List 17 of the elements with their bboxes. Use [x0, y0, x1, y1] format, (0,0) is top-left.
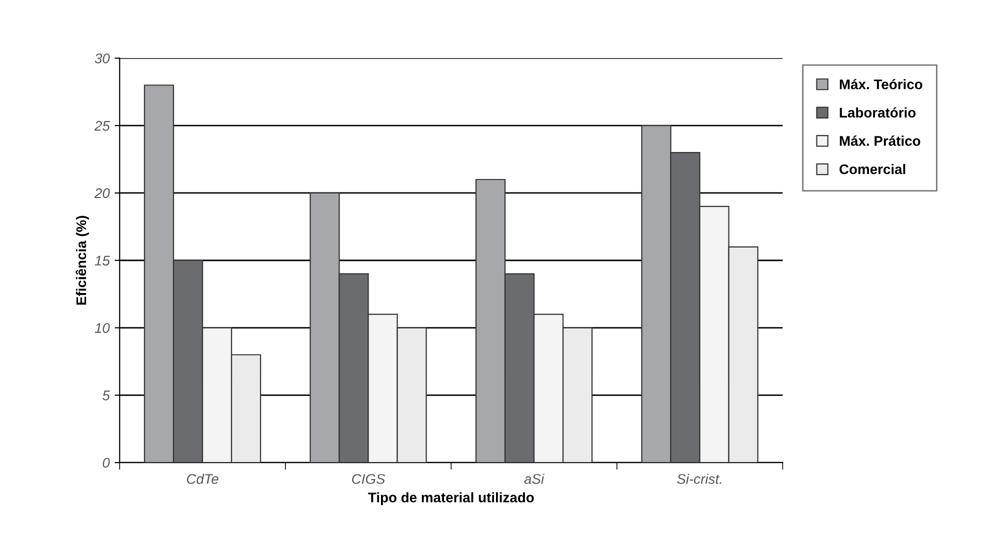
legend-label: Comercial — [840, 164, 906, 174]
y-axis-title: Eficiência (%) — [76, 216, 89, 305]
y-tick-label: 20 — [94, 188, 110, 198]
y-tick-label: 0 — [102, 458, 110, 468]
y-tick-label: 15 — [94, 256, 110, 266]
legend-label: Laboratório — [840, 107, 916, 118]
legend-label: Máx. Teórico — [840, 78, 922, 90]
y-tick-label: 25 — [94, 120, 110, 131]
y-tick-label: 10 — [94, 323, 110, 333]
x-axis-title: Tipo de material utilizado — [368, 492, 534, 506]
y-tick-label: 5 — [102, 390, 110, 400]
legend-label: Máx. Prático — [840, 136, 920, 146]
x-tick-label: CIGS — [352, 474, 386, 484]
x-tick-label: aSi — [524, 474, 544, 484]
x-tick-label: Si-crist. — [677, 474, 722, 484]
x-tick-label: CdTe — [186, 474, 218, 484]
y-tick-label: 30 — [94, 54, 110, 64]
